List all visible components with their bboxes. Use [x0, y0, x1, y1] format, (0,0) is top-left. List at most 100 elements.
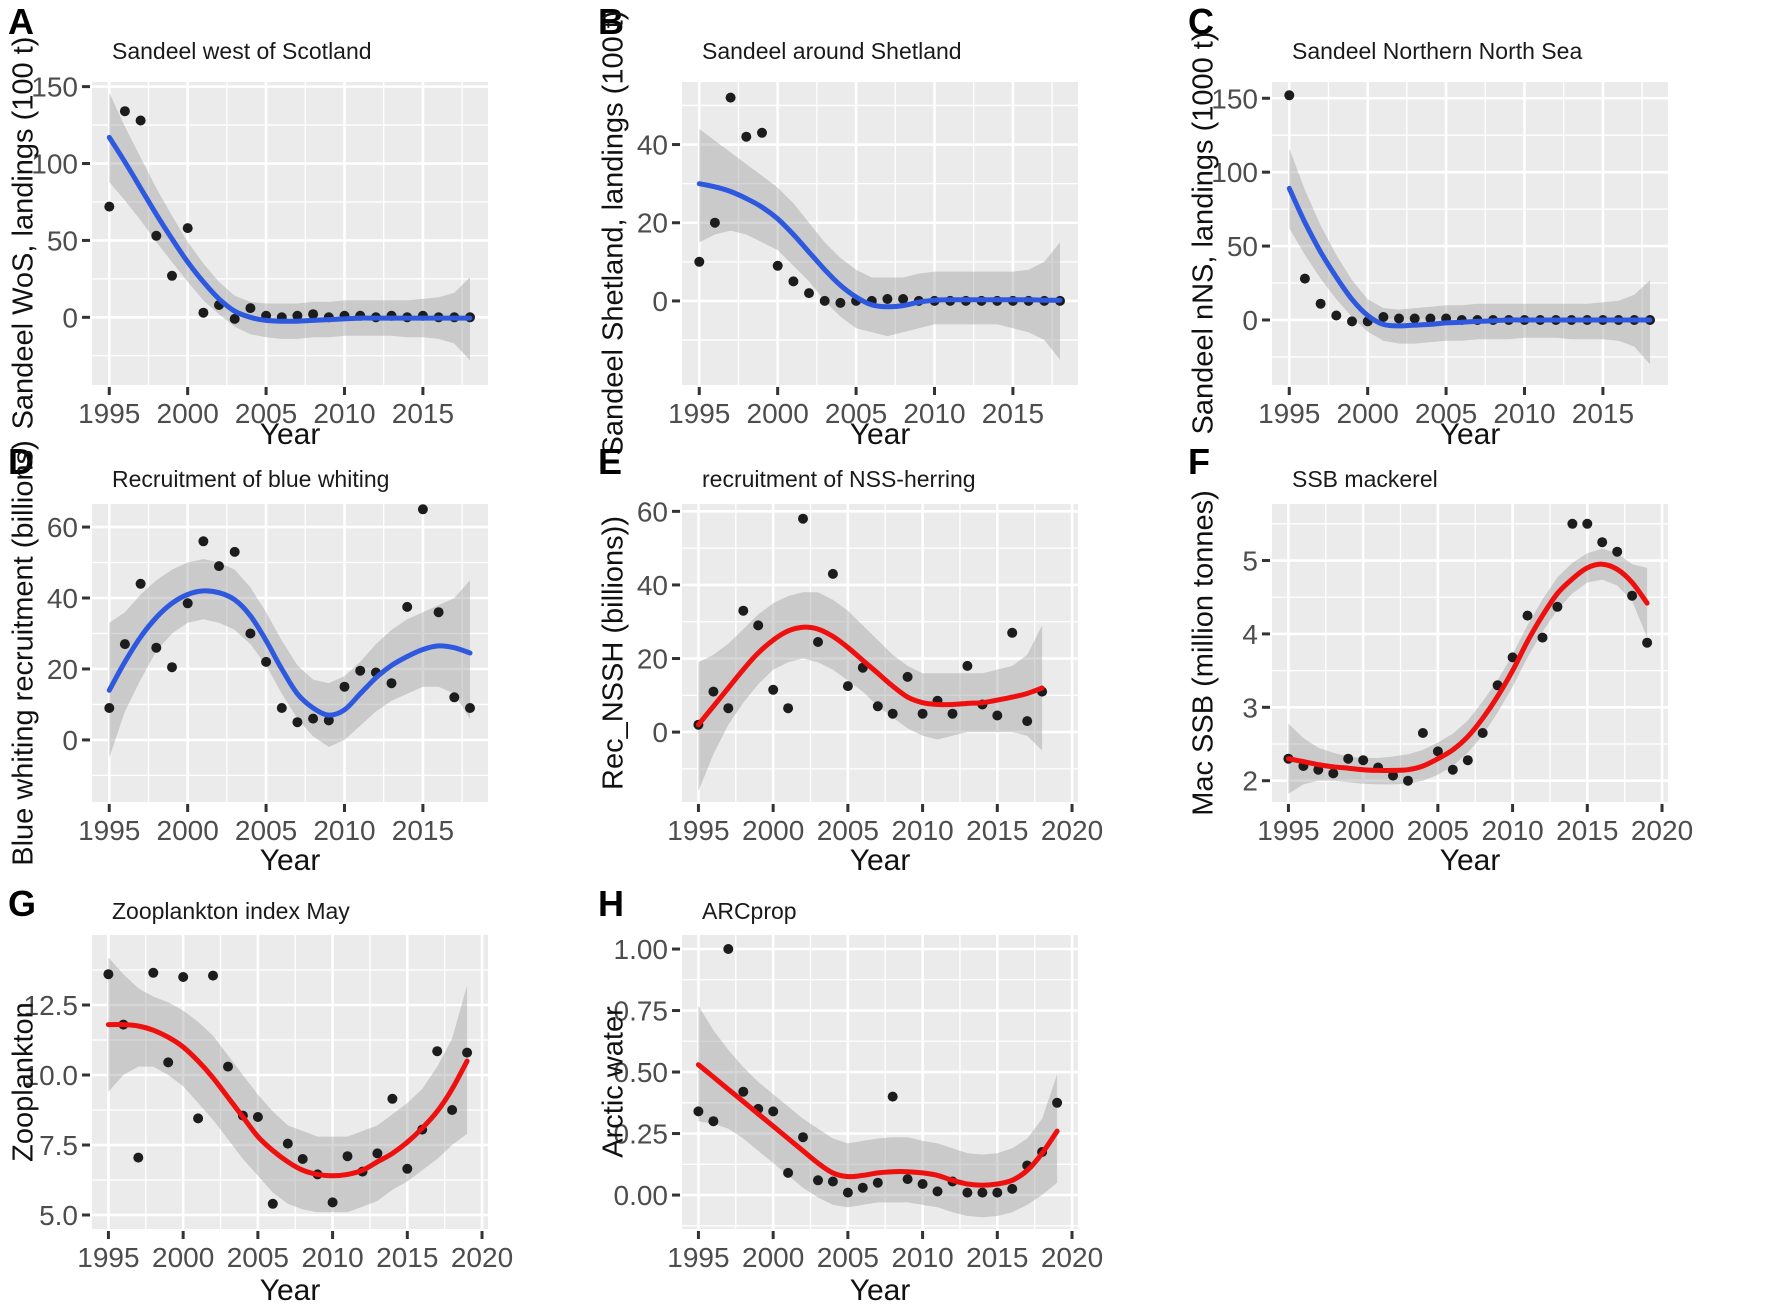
confidence-band [1288, 548, 1648, 794]
data-point [932, 1186, 943, 1197]
panel-letter: H [598, 883, 624, 924]
data-point [768, 684, 779, 695]
x-axis-label: Year [259, 418, 321, 451]
x-tick-label: 2005 [825, 398, 887, 429]
x-tick-label: 2015 [1556, 815, 1618, 846]
data-point [768, 1106, 779, 1117]
confidence-band [1289, 148, 1650, 365]
plot-title: Sandeel west of Scotland [112, 38, 372, 64]
data-point [1507, 652, 1518, 663]
data-point [1299, 273, 1310, 284]
data-point [694, 256, 705, 267]
y-tick-label: 5.0 [39, 1200, 78, 1231]
data-point [339, 681, 350, 692]
data-point [1522, 610, 1533, 621]
data-point [119, 639, 130, 650]
data-point [1537, 632, 1548, 643]
data-point [917, 1179, 928, 1189]
data-point [292, 310, 303, 321]
y-tick-label: 12.5 [24, 990, 79, 1021]
data-point [1331, 310, 1342, 321]
panel-h: 1995 2000 2005 2010 2015 2020 0.00 0.25 0.50 0.75… [590, 882, 1180, 1314]
data-point [193, 1113, 204, 1124]
x-tick-label: 1995 [1257, 815, 1319, 846]
smooth-line [106, 134, 473, 324]
data-point [723, 944, 734, 954]
x-tick-label: 1995 [78, 398, 140, 429]
x-axis-label: Year [849, 1274, 911, 1307]
data-point [1417, 728, 1428, 738]
x-tick-label: 2010 [1493, 398, 1555, 429]
x-tick-label: 2020 [1041, 815, 1103, 846]
panel-letter: F [1188, 441, 1210, 482]
plot-area-h: 1995 2000 2005 2010 2015 2020 0.00 0.25 0.50 0.75… [614, 934, 1104, 1273]
data-point [709, 217, 720, 228]
plot-title: Sandeel around Shetland [702, 38, 962, 64]
data-point [772, 260, 783, 271]
data-point [1582, 518, 1593, 529]
smooth-line [106, 588, 473, 718]
data-point [738, 1086, 749, 1097]
panel-b: 1995 2000 2005 2010 2015 0 20 40 B Sandeel arou… [590, 0, 1180, 455]
x-tick-label: 2015 [392, 815, 454, 846]
data-point [757, 127, 767, 138]
data-point [252, 1112, 263, 1122]
data-point [229, 313, 240, 324]
x-tick-label: 1995 [668, 398, 730, 429]
x-tick-label: 2010 [903, 398, 965, 429]
y-tick-label: 60 [637, 496, 668, 527]
data-point [208, 970, 218, 981]
y-tick-label: 20 [47, 654, 78, 685]
plot-title: Sandeel Northern North Sea [1292, 38, 1583, 64]
data-point [327, 1197, 338, 1208]
data-point [387, 1093, 398, 1104]
data-point [402, 1163, 413, 1174]
smooth-line [1286, 185, 1653, 329]
y-tick-label: 150 [1211, 83, 1258, 114]
data-point [1567, 518, 1578, 529]
data-point [267, 1198, 278, 1209]
plot-area-e: 1995 2000 2005 2010 2015 2020 0 20 40 60 [637, 496, 1103, 846]
data-point [741, 131, 752, 142]
data-point [842, 1187, 853, 1198]
plot-area-c: 1995 2000 2005 2010 2015 0 50 100 150 [1211, 82, 1668, 429]
smooth-line [105, 1022, 470, 1179]
y-tick-label: 0.00 [614, 1180, 669, 1211]
panel-letter: D [8, 441, 34, 482]
panel-background [682, 504, 1078, 802]
data-point [1425, 313, 1436, 324]
data-point [902, 1174, 913, 1185]
data-point [447, 1105, 458, 1115]
y-tick-label: 10.0 [24, 1060, 79, 1091]
data-point [962, 1187, 973, 1198]
x-tick-label: 1995 [667, 1242, 729, 1273]
data-point [708, 1116, 719, 1127]
data-point [1315, 298, 1326, 309]
y-tick-label: 0 [1242, 305, 1258, 336]
data-point [693, 1106, 704, 1117]
data-point [1343, 753, 1354, 764]
data-point [1642, 637, 1653, 648]
plot-area-g: 1995 2000 2005 2010 2015 2020 5.0 7.5 10.0 12.5 [24, 935, 513, 1273]
data-point [917, 708, 928, 719]
x-tick-label: 2000 [1337, 398, 1399, 429]
y-tick-label: 1.00 [614, 934, 669, 965]
panel-letter: A [8, 1, 34, 42]
data-point [182, 223, 193, 234]
plot-title: SSB mackerel [1292, 466, 1438, 492]
data-point [465, 703, 475, 713]
data-point [1284, 90, 1295, 101]
data-point [872, 701, 883, 712]
x-tick-label: 2000 [747, 398, 809, 429]
y-tick-label: 100 [1211, 157, 1258, 188]
data-point [977, 1187, 988, 1198]
x-tick-label: 1995 [78, 815, 140, 846]
x-tick-label: 2020 [451, 1242, 513, 1273]
panel-f: 1995 2000 2005 2010 2015 2020 2 3 4 5 F SSB macke… [1180, 440, 1770, 882]
data-point [723, 703, 734, 714]
confidence-band [109, 92, 471, 361]
y-axis-label: Rec_NSSH (billions)) [597, 516, 630, 790]
x-tick-label: 2010 [313, 815, 375, 846]
x-axis-label: Year [259, 844, 321, 877]
